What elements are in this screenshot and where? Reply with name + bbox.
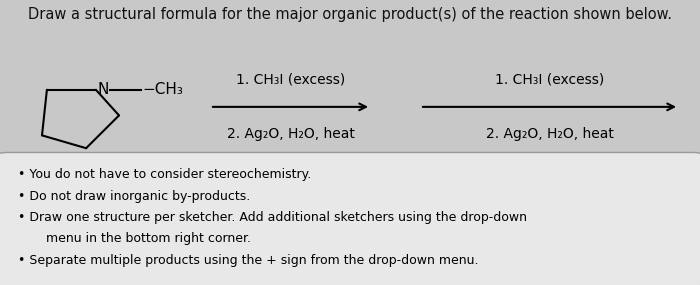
- Text: Draw a structural formula for the major organic product(s) of the reaction shown: Draw a structural formula for the major …: [28, 7, 672, 22]
- Text: −CH₃: −CH₃: [142, 82, 183, 97]
- Text: 2. Ag₂O, H₂O, heat: 2. Ag₂O, H₂O, heat: [227, 127, 354, 141]
- Text: menu in the bottom right corner.: menu in the bottom right corner.: [38, 232, 251, 245]
- Text: N: N: [97, 82, 108, 97]
- Text: • Draw one structure per sketcher. Add additional sketchers using the drop-down: • Draw one structure per sketcher. Add a…: [18, 211, 526, 224]
- Text: • Do not draw inorganic by-products.: • Do not draw inorganic by-products.: [18, 190, 250, 203]
- Text: 2. Ag₂O, H₂O, heat: 2. Ag₂O, H₂O, heat: [486, 127, 613, 141]
- Text: • You do not have to consider stereochemistry.: • You do not have to consider stereochem…: [18, 168, 311, 181]
- Text: • Separate multiple products using the + sign from the drop-down menu.: • Separate multiple products using the +…: [18, 254, 478, 267]
- FancyBboxPatch shape: [0, 152, 700, 285]
- Text: 1. CH₃I (excess): 1. CH₃I (excess): [236, 73, 345, 87]
- Text: 1. CH₃I (excess): 1. CH₃I (excess): [495, 73, 604, 87]
